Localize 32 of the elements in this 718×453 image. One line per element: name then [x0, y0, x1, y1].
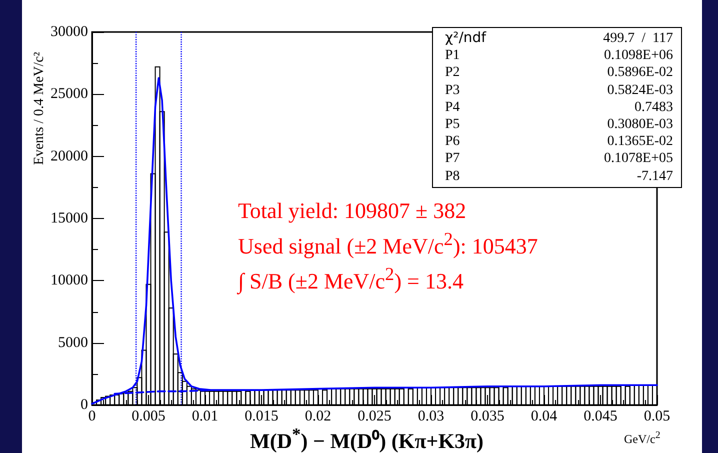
text: P1 0.1098E+06 [445, 48, 673, 64]
annotation: Used signal (±2 MeV/c$^{2}$): 105437 [238, 228, 538, 260]
text: GeV/c$^{2}$ [624, 430, 660, 447]
y-tick-label: 10000 [50, 272, 88, 289]
y-tick-label: 0 [80, 397, 88, 413]
y-tick-label: 25000 [50, 86, 88, 102]
y-tick-label: 15000 [50, 210, 88, 226]
text: P7 0.1078E+05 [445, 151, 673, 166]
text: χ²/ndf 499.7 / 117 [445, 30, 673, 46]
y-tick-label: 20000 [50, 148, 88, 164]
text: P2 0.5896E-02 [445, 65, 673, 80]
x-tick-label: 0.025 [358, 408, 392, 424]
annotation: ∫ S/B (±2 MeV/c$^{2}$) = 13.4 [238, 263, 464, 296]
y-tick-label: 5000 [58, 334, 88, 351]
x-axis-title: M(D$^{*}$) − M(D⁰) (Kπ+K3π) [250, 424, 484, 453]
y-axis-title: Events / 0.4 MeV/c² [32, 52, 48, 165]
annotation: Total yield: 109807 ± 382 [238, 197, 468, 225]
x-tick-label: 0.02 [304, 408, 332, 424]
x-tick-label: 0.035 [470, 408, 504, 424]
x-tick-label: 0.04 [530, 408, 558, 424]
x-tick-label: 0.03 [418, 408, 444, 424]
y-tick-label: 30000 [50, 24, 88, 40]
text: P4 0.7483 [445, 100, 673, 115]
x-tick-label: 0.01 [192, 408, 218, 424]
text: P5 0.3080E-03 [445, 117, 673, 132]
text: P3 0.5824E-03 [445, 82, 673, 98]
text: P6 0.1365E-02 [445, 134, 673, 150]
x-tick-label: 0.015 [244, 408, 278, 424]
x-tick-label: 0.005 [132, 408, 166, 424]
x-tick-label: 0.045 [584, 408, 618, 424]
text: P8 -7.147 [445, 168, 673, 184]
x-tick-label: 0.05 [644, 408, 670, 424]
